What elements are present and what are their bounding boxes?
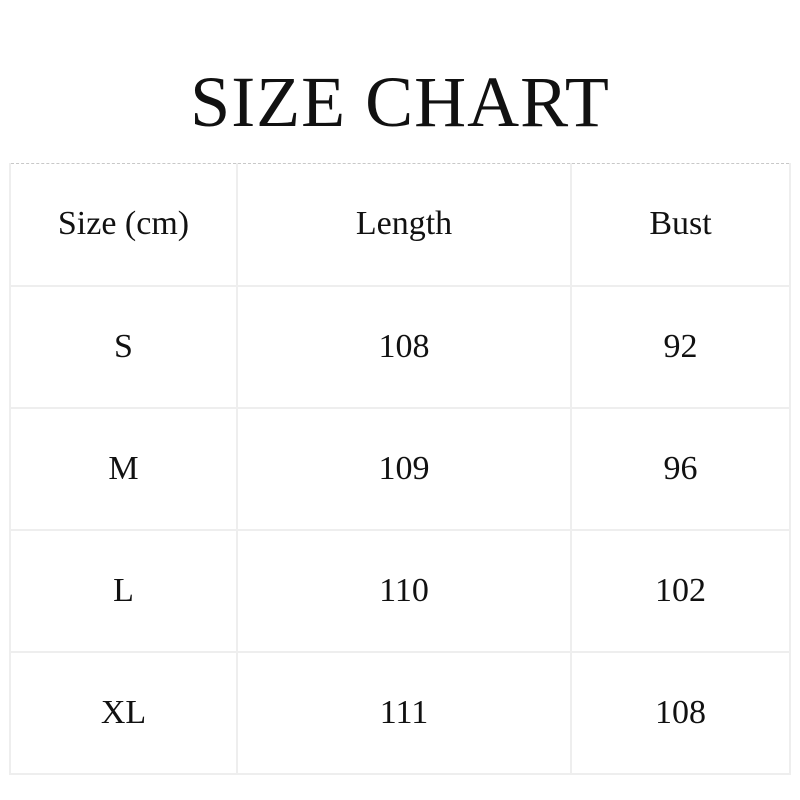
table-row: XL 111 108 bbox=[9, 650, 791, 776]
cell-length: 111 bbox=[236, 650, 572, 776]
cell-bust: 108 bbox=[570, 650, 791, 776]
header-length: Length bbox=[236, 162, 572, 287]
header-size: Size (cm) bbox=[9, 162, 238, 287]
table-row: M 109 96 bbox=[9, 406, 791, 531]
table-row: S 108 92 bbox=[9, 284, 791, 409]
cell-length: 108 bbox=[236, 284, 572, 409]
table-header-row: Size (cm) Length Bust bbox=[9, 162, 791, 287]
size-table: Size (cm) Length Bust S 108 92 M 109 96 … bbox=[9, 162, 791, 776]
cell-size: XL bbox=[9, 650, 238, 776]
cell-size: S bbox=[9, 284, 238, 409]
cell-size: L bbox=[9, 528, 238, 653]
cell-size: M bbox=[9, 406, 238, 531]
page-title: SIZE CHART bbox=[190, 62, 610, 142]
cell-bust: 92 bbox=[570, 284, 791, 409]
cell-bust: 102 bbox=[570, 528, 791, 653]
cell-length: 110 bbox=[236, 528, 572, 653]
cell-length: 109 bbox=[236, 406, 572, 531]
header-bust: Bust bbox=[570, 162, 791, 287]
table-row: L 110 102 bbox=[9, 528, 791, 653]
cell-bust: 96 bbox=[570, 406, 791, 531]
